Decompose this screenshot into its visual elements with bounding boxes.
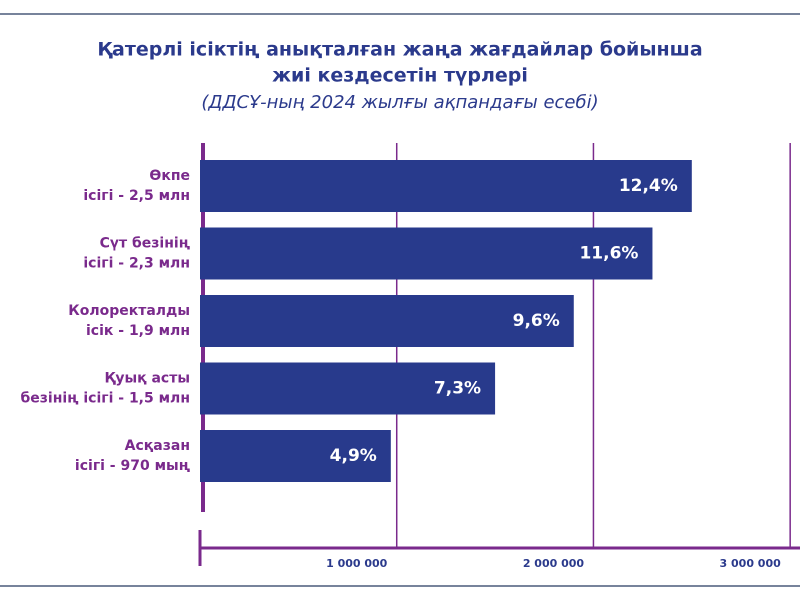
- y-tick-label: Асқазан: [125, 438, 190, 454]
- x-tick-label: 2 000 000: [523, 557, 585, 570]
- bar: [200, 160, 692, 212]
- chart-title: Қатерлі ісіктің анықталған жаңа жағдайла…: [97, 39, 702, 61]
- y-tick-label: ісігі - 2,3 млн: [83, 256, 190, 272]
- data-label: 11,6%: [579, 244, 638, 264]
- x-tick-label: 1 000 000: [326, 557, 388, 570]
- y-tick-label: Сүт безінің: [100, 236, 190, 252]
- data-label: 9,6%: [513, 311, 560, 331]
- bar: [200, 362, 496, 415]
- y-tick-label: Колоректалды: [68, 303, 190, 319]
- bar: [200, 227, 653, 280]
- data-label: 7,3%: [434, 379, 481, 399]
- chart-title: жиі кездесетін түрлері: [272, 65, 528, 87]
- data-label: 12,4%: [619, 176, 678, 196]
- bar: [200, 430, 391, 482]
- y-tick-label: безінің ісігі - 1,5 млн: [21, 391, 190, 407]
- y-tick-label: ісігі - 2,5 млн: [83, 188, 190, 204]
- x-tick-label: 3 000 000: [720, 557, 782, 570]
- y-tick-label: ісік - 1,9 млн: [86, 323, 190, 339]
- chart-subtitle: (ДДСҰ-ның 2024 жылғы ақпандағы есебі): [201, 92, 598, 113]
- y-tick-label: Өкпе: [149, 168, 190, 184]
- data-label: 4,9%: [330, 446, 377, 466]
- bar: [200, 295, 574, 347]
- y-tick-label: ісігі - 970 мың: [75, 458, 190, 474]
- y-tick-label: Қуық асты: [104, 371, 190, 387]
